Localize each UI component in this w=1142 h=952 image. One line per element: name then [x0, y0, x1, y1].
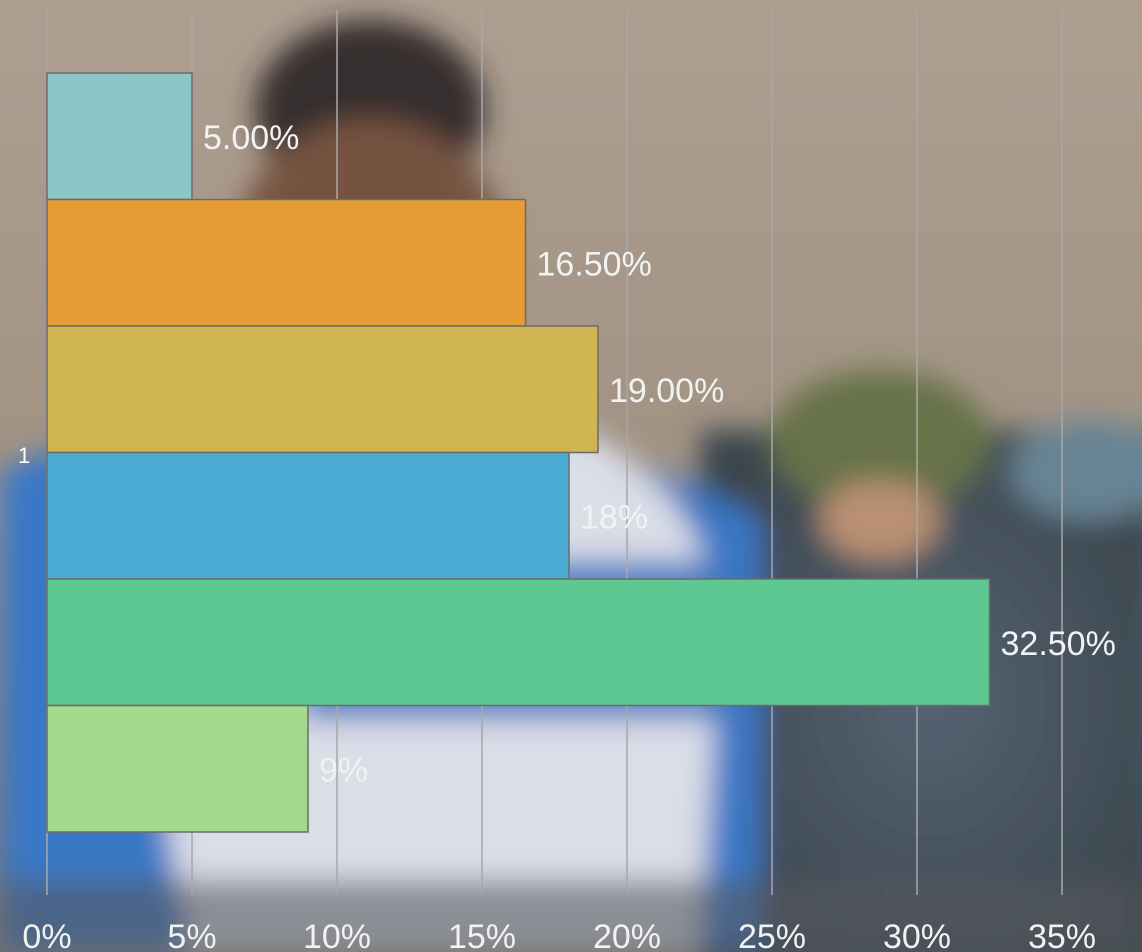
x-tick-label: 20% [593, 918, 661, 952]
bar [47, 200, 526, 327]
bar-data-label: 32.50% [1001, 625, 1116, 663]
x-tick-label: 10% [303, 918, 371, 952]
bar [47, 453, 569, 580]
bar-data-label: 16.50% [537, 246, 652, 284]
bar [47, 706, 308, 833]
bars [47, 73, 990, 832]
bar-data-label: 5.00% [203, 119, 299, 157]
x-axis: 0% 5% 10% 15% 20% 25% 30% 35% [22, 918, 1096, 952]
bar [47, 73, 192, 200]
x-tick-label: 25% [738, 918, 806, 952]
bar [47, 579, 990, 706]
bar-data-label: 18% [580, 499, 648, 537]
x-tick-label: 30% [883, 918, 951, 952]
x-tick-label: 5% [167, 918, 216, 952]
bar [47, 326, 598, 453]
x-tick-label: 35% [1028, 918, 1096, 952]
bar-data-label: 9% [319, 752, 368, 790]
x-tick-label: 15% [448, 918, 516, 952]
x-tick-label: 0% [22, 918, 71, 952]
category-label: 1 [18, 443, 30, 468]
bar-data-label: 19.00% [609, 372, 724, 410]
